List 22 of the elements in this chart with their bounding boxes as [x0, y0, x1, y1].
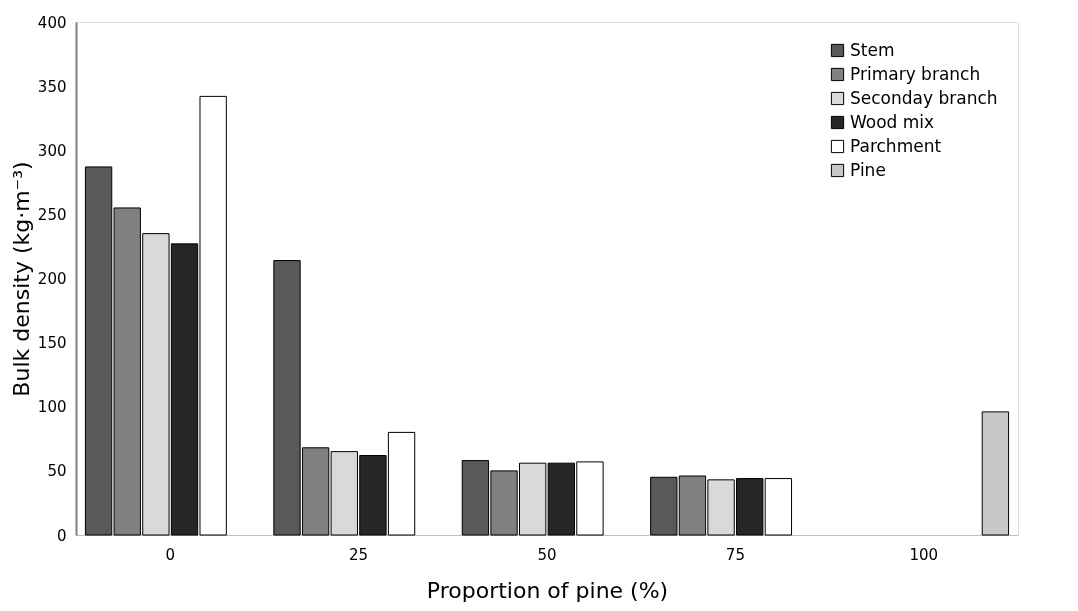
legend-label: Pine	[850, 159, 886, 180]
legend-label: Seconday branch	[850, 87, 998, 108]
legend-label: Stem	[850, 39, 895, 60]
x-tick-label: 50	[537, 545, 557, 564]
x-tick-label: 100	[909, 545, 939, 564]
y-tick-label: 100	[37, 398, 67, 417]
y-tick-label: 150	[37, 334, 67, 353]
legend-label: Parchment	[850, 135, 942, 156]
x-axis-title: Proportion of pine (%)	[426, 577, 669, 603]
y-tick-label: 300	[37, 141, 67, 160]
legend-label: Primary branch	[850, 63, 981, 84]
legend-label: Wood mix	[850, 111, 935, 132]
y-axis-title: Bulk density (kg·m⁻³)	[8, 161, 34, 397]
x-tick-label: 25	[349, 545, 369, 564]
x-tick-label: 75	[725, 545, 745, 564]
x-tick-label: 0	[165, 545, 175, 564]
y-tick-label: 250	[37, 205, 67, 224]
y-tick-label: 0	[56, 526, 67, 545]
y-tick-label: 200	[37, 270, 67, 288]
y-tick-label: 50	[47, 462, 67, 481]
y-tick-label: 400	[37, 13, 67, 32]
y-tick-label: 350	[37, 77, 67, 96]
